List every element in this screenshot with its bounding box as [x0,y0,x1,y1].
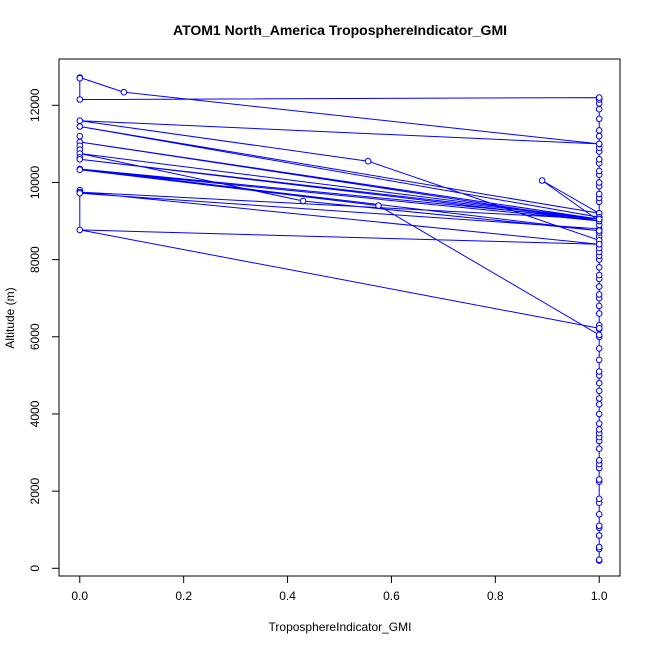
x-axis-label: TroposphereIndicator_GMI [269,620,412,634]
y-axis-label: Altitude (m) [3,287,17,348]
data-point [595,325,603,332]
data-point [595,387,603,395]
data-point [538,177,546,184]
y-tick-label: 0 [28,565,42,572]
y-tick-label: 8000 [28,246,42,273]
data-point [595,215,603,223]
data-point [595,379,603,387]
data-point [299,197,307,205]
data-point [76,226,84,234]
data-point [364,157,372,165]
data-point [595,94,603,101]
data-point [595,132,603,140]
x-tick-label: 0.6 [383,589,400,603]
data-point [595,156,603,163]
y-tick-label: 6000 [28,323,42,350]
data-point [595,127,603,134]
y-tick-label: 4000 [28,400,42,427]
data-point [595,115,603,123]
data-point [595,410,603,418]
data-point [76,156,84,163]
x-axis: 0.0 0.2 0.4 0.6 0.8 1.0 [71,575,608,603]
x-tick-label: 0.2 [175,589,192,603]
data-point [76,132,84,140]
data-point [595,556,603,564]
data-point [595,271,603,279]
data-point [595,240,603,248]
data-point [595,543,603,551]
data-point [595,495,603,503]
x-tick-label: 0.4 [279,589,296,603]
data-point [595,426,603,433]
data-point [595,420,603,427]
series-layer [76,74,603,564]
data-point [76,190,84,197]
data-point [595,105,603,113]
data-point [595,190,603,198]
y-tick-label: 10000 [28,165,42,199]
x-tick-label: 1.0 [591,589,608,603]
data-point [375,202,382,209]
data-point [595,310,603,317]
data-point [595,445,603,453]
data-point [76,166,84,173]
data-point [595,302,603,310]
data-point [595,179,603,186]
data-point [595,476,603,483]
data-point [76,96,84,103]
series-line [79,76,600,561]
data-point [595,345,603,352]
data-point [595,532,603,539]
data-point [595,331,603,339]
data-point [595,283,603,290]
data-point [595,167,603,175]
data-point [595,227,603,234]
data-point [595,140,603,148]
data-point [76,123,84,130]
chart-title: ATOM1 North_America TroposphereIndicator… [173,22,507,38]
data-point [595,291,603,298]
data-point [595,356,603,364]
y-tick-label: 12000 [28,88,42,122]
x-tick-label: 0.8 [487,589,504,603]
data-point [76,117,84,124]
data-point [595,522,603,530]
data-point [595,511,603,518]
y-tick-label: 2000 [28,477,42,504]
x-tick-label: 0.0 [71,589,88,603]
data-point [595,264,603,271]
data-point [595,395,603,402]
data-point [76,75,84,82]
data-point [595,457,603,464]
data-point [120,88,128,96]
data-point [595,401,603,408]
y-axis: 0 2000 4000 6000 8000 10000 12000 [28,88,60,572]
data-point [595,368,603,375]
